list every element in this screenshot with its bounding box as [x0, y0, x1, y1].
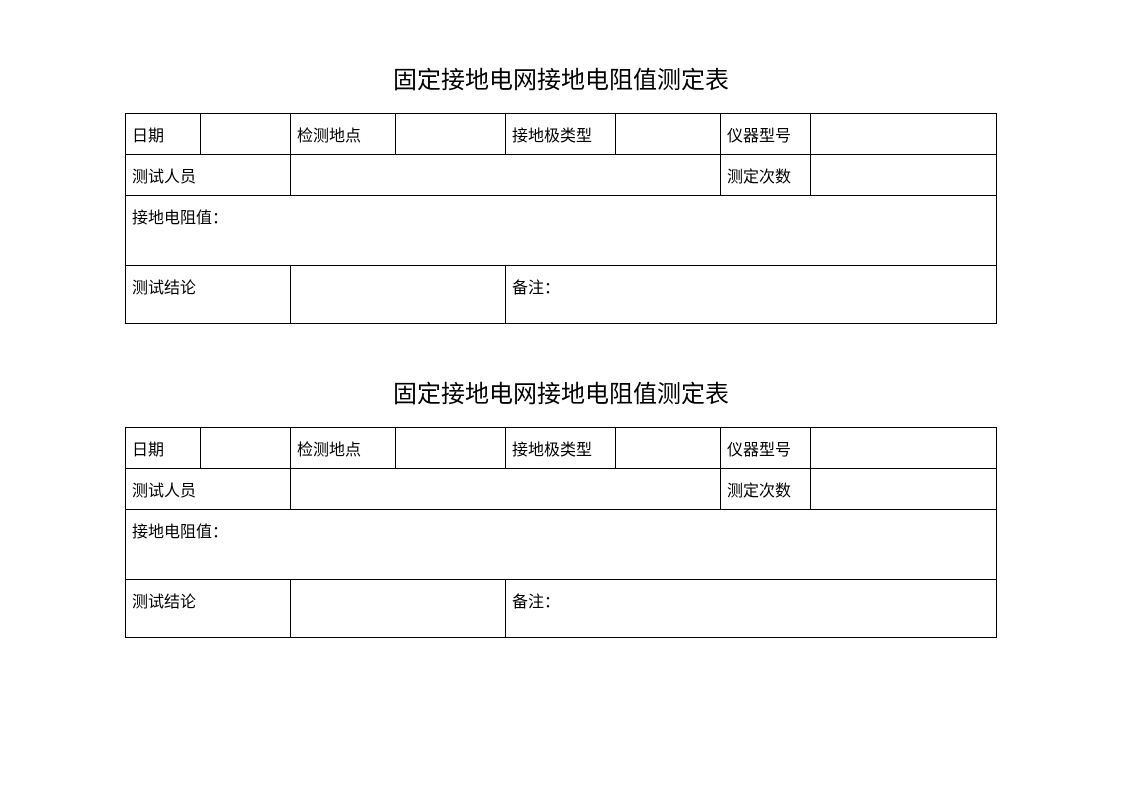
- value-measure-count: [811, 155, 997, 196]
- value-tester: [291, 469, 721, 510]
- value-measure-count: [811, 469, 997, 510]
- row-conclusion: 测试结论 备注：: [126, 266, 997, 324]
- label-electrode-type: 接地极类型: [506, 428, 616, 469]
- label-measure-count: 测定次数: [721, 155, 811, 196]
- label-instrument-model: 仪器型号: [721, 114, 811, 155]
- value-electrode-type: [616, 114, 721, 155]
- value-conclusion: [291, 580, 506, 638]
- value-conclusion: [291, 266, 506, 324]
- row-header-1: 日期 检测地点 接地极类型 仪器型号: [126, 114, 997, 155]
- value-location: [396, 114, 506, 155]
- value-instrument-model: [811, 114, 997, 155]
- row-resistance: 接地电阻值：: [126, 510, 997, 580]
- form-title: 固定接地电网接地电阻值测定表: [125, 60, 997, 95]
- form-block-2: 固定接地电网接地电阻值测定表 日期 检测地点 接地极类型 仪器型号 测试人员 测…: [125, 374, 997, 638]
- label-date: 日期: [126, 114, 201, 155]
- label-resistance-value: 接地电阻值：: [126, 510, 997, 580]
- form-table: 日期 检测地点 接地极类型 仪器型号 测试人员 测定次数 接地电阻值： 测试结论…: [125, 427, 997, 638]
- row-header-2: 测试人员 测定次数: [126, 469, 997, 510]
- value-tester: [291, 155, 721, 196]
- label-remark: 备注：: [506, 266, 997, 324]
- label-date: 日期: [126, 428, 201, 469]
- value-electrode-type: [616, 428, 721, 469]
- value-date: [201, 114, 291, 155]
- form-block-1: 固定接地电网接地电阻值测定表 日期 检测地点 接地极类型 仪器型号 测试人员 测…: [125, 60, 997, 324]
- label-instrument-model: 仪器型号: [721, 428, 811, 469]
- label-location: 检测地点: [291, 114, 396, 155]
- form-title: 固定接地电网接地电阻值测定表: [125, 374, 997, 409]
- row-conclusion: 测试结论 备注：: [126, 580, 997, 638]
- row-resistance: 接地电阻值：: [126, 196, 997, 266]
- label-conclusion: 测试结论: [126, 266, 291, 324]
- label-remark: 备注：: [506, 580, 997, 638]
- label-resistance-value: 接地电阻值：: [126, 196, 997, 266]
- row-header-1: 日期 检测地点 接地极类型 仪器型号: [126, 428, 997, 469]
- label-electrode-type: 接地极类型: [506, 114, 616, 155]
- row-header-2: 测试人员 测定次数: [126, 155, 997, 196]
- value-date: [201, 428, 291, 469]
- label-tester: 测试人员: [126, 155, 291, 196]
- value-instrument-model: [811, 428, 997, 469]
- value-location: [396, 428, 506, 469]
- label-measure-count: 测定次数: [721, 469, 811, 510]
- label-conclusion: 测试结论: [126, 580, 291, 638]
- label-tester: 测试人员: [126, 469, 291, 510]
- form-table: 日期 检测地点 接地极类型 仪器型号 测试人员 测定次数 接地电阻值： 测试结论…: [125, 113, 997, 324]
- label-location: 检测地点: [291, 428, 396, 469]
